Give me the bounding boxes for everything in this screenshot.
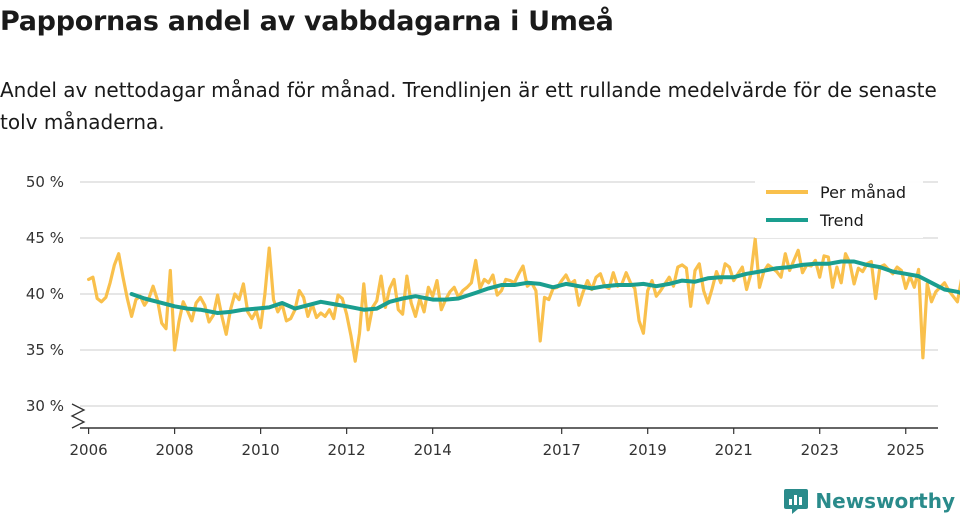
y-tick-label: 30 % <box>26 397 64 415</box>
x-tick-label: 2006 <box>70 441 108 459</box>
y-tick-label: 35 % <box>26 341 64 359</box>
newsworthy-chart-icon <box>784 489 809 514</box>
legend-background <box>755 176 923 238</box>
x-tick-label: 2021 <box>715 441 753 459</box>
x-tick-label: 2023 <box>801 441 839 459</box>
x-tick-label: 2014 <box>414 441 452 459</box>
x-tick-label: 2010 <box>242 441 280 459</box>
x-tick-label: 2019 <box>629 441 667 459</box>
monthly-series-line <box>86 237 960 363</box>
y-tick-label: 45 % <box>26 229 64 247</box>
legend: Per månad Trend <box>755 176 923 238</box>
brand-name: Newsworthy <box>815 489 955 513</box>
y-tick-label: 50 % <box>26 173 64 191</box>
x-tick-label: 2008 <box>156 441 194 459</box>
x-tick-label: 2025 <box>887 441 925 459</box>
legend-label-monthly: Per månad <box>820 183 906 202</box>
y-axis-break-icon <box>70 403 86 429</box>
x-axis: 2006 2008 2010 2012 2014 2017 2019 2021 2023 2025 <box>70 403 938 459</box>
x-tick-label: 2012 <box>328 441 366 459</box>
legend-label-trend: Trend <box>819 211 864 230</box>
y-axis-ticks: 30 % 35 % 40 % 45 % 50 % <box>26 173 64 415</box>
y-tick-label: 40 % <box>26 285 64 303</box>
chart-subtitle: Andel av nettodagar månad för månad. Tre… <box>0 78 937 134</box>
series-group <box>86 237 960 363</box>
brand-logo: Newsworthy <box>783 487 955 515</box>
trend-series-line <box>129 259 960 315</box>
chart-title: Pappornas andel av vabbdagarna i Umeå <box>0 6 614 37</box>
x-tick-label: 2017 <box>543 441 581 459</box>
